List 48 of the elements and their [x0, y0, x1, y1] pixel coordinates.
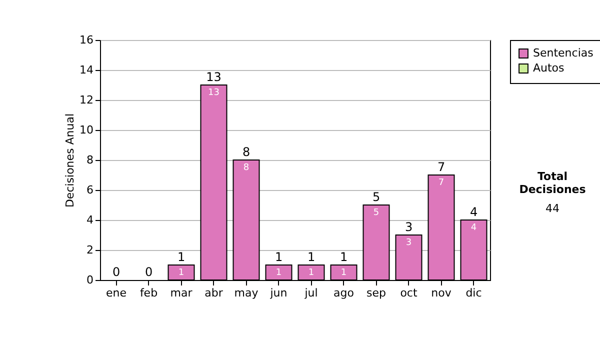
y-tick-label: 2 [86, 244, 94, 256]
y-tick-label: 4 [86, 214, 94, 226]
legend-label: Sentencias [533, 46, 594, 60]
x-tick-label: mar [170, 286, 193, 300]
total-label: 7 [437, 160, 446, 174]
x-tick-label: feb [140, 286, 158, 300]
x-tick-label: may [234, 286, 259, 300]
legend-label: Autos [533, 62, 565, 74]
data-label: 1 [178, 268, 184, 278]
data-label: 8 [243, 163, 250, 173]
x-tick-label: abr [204, 286, 224, 300]
total-label: 8 [242, 145, 250, 159]
data-label: 1 [276, 268, 282, 278]
y-tick-label: 10 [80, 124, 94, 136]
data-label: 1 [308, 268, 314, 278]
text: Total Decisiones [518, 170, 587, 196]
data-label: 3 [406, 238, 412, 248]
y-axis-title: Decisiones Anual [64, 113, 77, 208]
x-tick-label: jul [304, 286, 318, 300]
total-label: 0 [112, 265, 120, 279]
total-label: 3 [404, 220, 413, 234]
y-tick-label: 12 [80, 94, 94, 106]
data-label: 4 [470, 223, 477, 233]
x-tick-label: dic [466, 286, 482, 300]
data-label: 7 [438, 178, 444, 188]
x-tick-label: jun [269, 286, 288, 300]
data-label: 1 [340, 268, 347, 278]
x-tick-label: ene [106, 286, 127, 300]
total-label: 4 [470, 205, 478, 219]
x-tick-label: oct [400, 286, 418, 300]
total-label: 1 [307, 250, 316, 264]
text: 44 [544, 202, 560, 215]
data-label: 5 [373, 208, 380, 218]
y-tick-label: 14 [80, 64, 94, 76]
y-tick-label: 8 [86, 154, 94, 166]
y-tick-label: 6 [86, 184, 94, 196]
total-label: 1 [340, 250, 348, 264]
total-label: 0 [144, 265, 153, 279]
x-tick-label: ago [334, 286, 354, 300]
data-label: 13 [208, 88, 220, 98]
x-tick-label: sep [366, 286, 386, 300]
x-tick-label: nov [431, 286, 452, 300]
y-tick-label: 0 [86, 274, 94, 286]
total-label: 1 [177, 250, 186, 264]
total-label: 5 [372, 190, 380, 204]
y-tick-label: 16 [80, 34, 94, 46]
total-label: 1 [274, 250, 283, 264]
total-label: 13 [206, 70, 222, 84]
